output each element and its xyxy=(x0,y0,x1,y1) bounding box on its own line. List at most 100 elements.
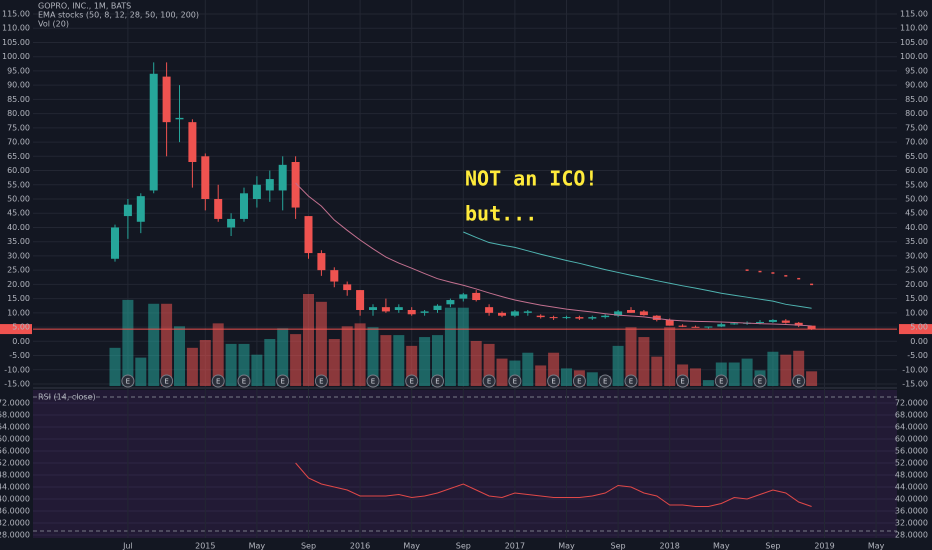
annotation: NOT an ICO! xyxy=(465,167,597,191)
earnings-marker xyxy=(314,374,328,388)
earnings-marker xyxy=(624,374,638,388)
candle-body xyxy=(123,204,132,217)
x-tick-label: May xyxy=(249,542,266,550)
candle-body xyxy=(678,325,687,327)
volume-bar xyxy=(186,347,198,386)
candle-body xyxy=(136,196,145,222)
y-tick-label: -15.00 xyxy=(902,380,928,389)
earnings-marker xyxy=(237,374,251,388)
y-tick-label: 65.00 xyxy=(905,152,928,161)
candle-body xyxy=(549,317,558,319)
y-tick-label: 10.00 xyxy=(7,308,30,317)
indicator-label: EMA stocks (50, 8, 12, 28, 50, 100, 200) xyxy=(38,11,199,20)
y-tick-label: 36.0000 xyxy=(895,507,928,516)
y-tick-label: 40.0000 xyxy=(895,495,928,504)
volume-bar xyxy=(470,340,482,386)
earnings-label: E xyxy=(551,378,555,386)
volume-bar xyxy=(806,371,818,386)
volume-bar xyxy=(715,362,727,386)
volume-bar xyxy=(174,326,185,386)
y-tick-label: 0.00 xyxy=(12,337,30,346)
candle-body xyxy=(407,310,416,315)
volume-bar xyxy=(303,294,314,386)
earnings-label: E xyxy=(513,378,517,386)
earnings-label: E xyxy=(319,378,323,386)
volume-bar xyxy=(586,372,598,386)
volume-bar xyxy=(290,334,302,386)
y-tick-label: 85.00 xyxy=(905,95,928,104)
candle-body xyxy=(111,227,119,259)
volume-bar xyxy=(690,368,701,386)
earnings-label: E xyxy=(126,378,130,386)
candle-body xyxy=(304,216,313,254)
y-tick-label: 95.00 xyxy=(7,66,30,75)
y-tick-label: 105.00 xyxy=(2,38,30,47)
volume-bar xyxy=(457,307,469,386)
y-tick-label: 68.0000 xyxy=(0,411,30,420)
y-tick-label: 110.00 xyxy=(900,24,928,33)
y-tick-label: 64.0000 xyxy=(0,423,30,432)
y-tick-label: 115.00 xyxy=(900,10,928,19)
candle-body xyxy=(807,325,816,330)
y-tick-label: 48.0000 xyxy=(895,471,928,480)
volume-bar xyxy=(354,323,366,386)
earnings-marker xyxy=(676,374,690,388)
volume-bar xyxy=(535,365,547,386)
x-tick-label: Sep xyxy=(611,542,626,550)
candle-body xyxy=(381,307,390,312)
x-tick-label: Sep xyxy=(765,542,780,550)
y-tick-label: 48.0000 xyxy=(0,471,30,480)
rsi-label: RSI (14, close) xyxy=(38,393,96,402)
volume-bar xyxy=(561,368,572,386)
candle-body xyxy=(252,184,261,199)
y-tick-label: 35.00 xyxy=(7,237,30,246)
candle-body xyxy=(188,122,197,162)
y-tick-label: 32.0000 xyxy=(895,519,928,528)
rsi-pane xyxy=(33,390,897,538)
candle-body xyxy=(601,315,610,318)
earnings-label: E xyxy=(409,378,413,386)
y-tick-label: 90.00 xyxy=(905,81,928,90)
candle-body xyxy=(717,324,726,327)
y-tick-label: 40.0000 xyxy=(0,495,30,504)
candle-body xyxy=(317,253,326,271)
earnings-marker xyxy=(482,374,496,388)
volume-bar xyxy=(393,335,405,386)
x-tick-label: May xyxy=(868,542,885,550)
volume-bar xyxy=(251,354,263,386)
x-tick-label: May xyxy=(713,542,730,550)
volume-bar xyxy=(444,307,456,386)
candle-body xyxy=(265,179,274,191)
earnings-marker xyxy=(366,374,380,388)
candle-body xyxy=(575,317,584,319)
candle-body xyxy=(356,290,365,310)
volume-bar xyxy=(664,327,676,386)
earnings-marker xyxy=(547,374,561,388)
y-tick-label: 32.0000 xyxy=(0,519,30,528)
y-tick-label: 25.00 xyxy=(905,266,928,275)
volume-bar xyxy=(496,358,508,386)
y-tick-label: -5.00 xyxy=(907,351,928,360)
candle-body xyxy=(201,156,210,199)
volume-bar xyxy=(625,327,637,386)
volume-bar xyxy=(548,352,560,386)
earnings-marker xyxy=(598,374,612,388)
volume-bar xyxy=(199,340,211,386)
x-tick-label: 2018 xyxy=(660,542,680,550)
y-tick-label: 40.00 xyxy=(7,223,30,232)
volume-bar xyxy=(341,326,353,386)
y-tick-label: -15.00 xyxy=(4,380,30,389)
candle-body xyxy=(523,311,532,313)
volume-bar xyxy=(277,328,289,386)
price-marker xyxy=(0,324,32,335)
earnings-label: E xyxy=(216,378,220,386)
candle-body xyxy=(214,199,223,219)
candle-body xyxy=(536,315,545,318)
rsi-line xyxy=(295,462,812,507)
candle-body xyxy=(562,317,571,319)
chart-title: GOPRO, INC., 1M, BATS xyxy=(38,2,131,11)
candle-body xyxy=(588,317,597,319)
earnings-label: E xyxy=(577,378,581,386)
candle-body xyxy=(627,310,635,313)
